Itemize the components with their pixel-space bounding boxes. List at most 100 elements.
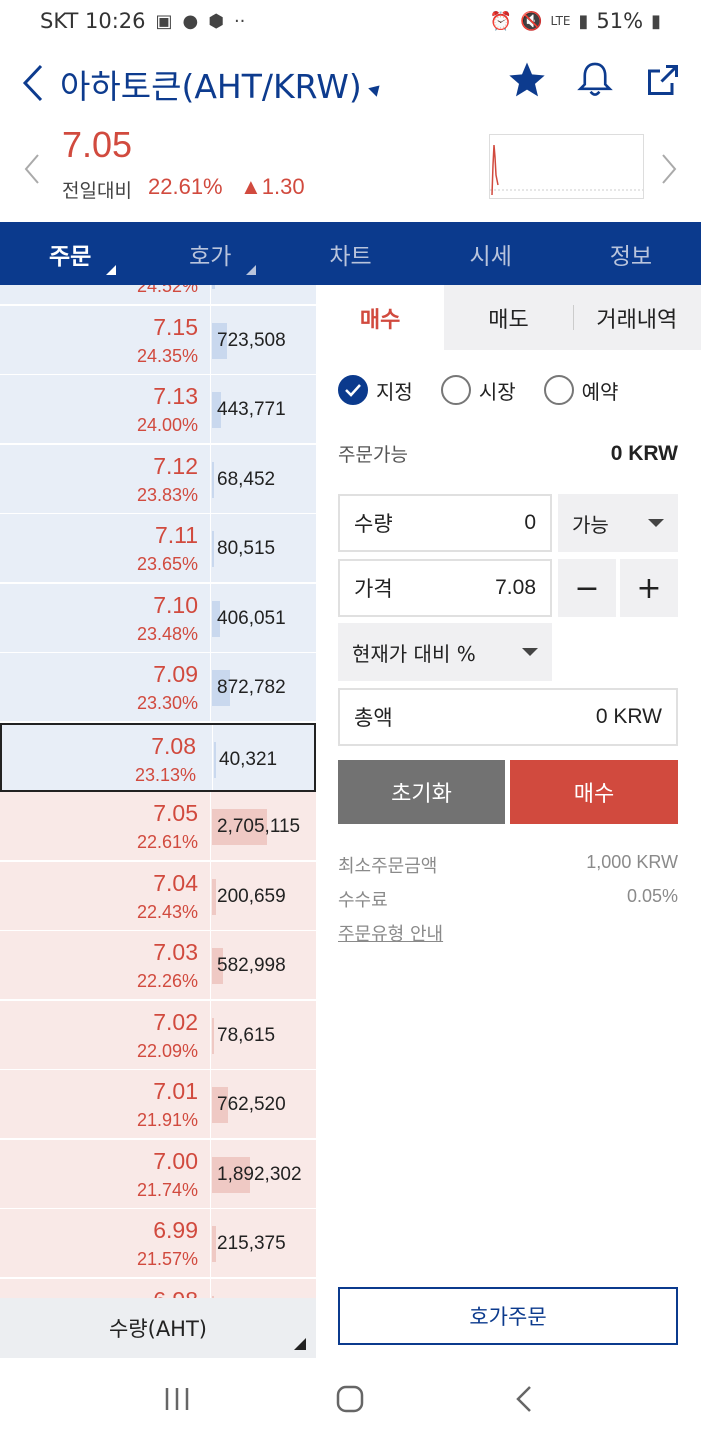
carrier-time: SKT 10:26	[40, 9, 146, 33]
order-type-market[interactable]: 시장	[440, 375, 516, 405]
orderbook-bid-row[interactable]: 7.05 22.61% 2,705,115	[0, 792, 316, 861]
orderbook-bid-row[interactable]: 6.99 21.57% 215,375	[0, 1209, 316, 1278]
tab-order[interactable]: 주문	[0, 222, 140, 285]
back-arrow-icon	[22, 64, 43, 102]
tab-quote[interactable]: 호가	[140, 222, 280, 285]
system-back-button[interactable]	[499, 1374, 549, 1424]
orderbook-bid-row[interactable]: 6.98	[0, 1278, 316, 1298]
orderbook-price: 7.01	[153, 1078, 198, 1104]
price-label: 가격	[354, 577, 393, 601]
orderbook-quantity: 1,892,302	[217, 1163, 302, 1185]
alarm-button[interactable]	[575, 60, 615, 100]
volume-bar	[212, 878, 216, 915]
orderbook-divider	[210, 1278, 211, 1298]
min-order-row: 최소주문금액 1,000 KRW	[338, 852, 678, 878]
orderbook-ask-row[interactable]: 7.08 23.13% 40,321	[0, 722, 316, 792]
quantity-label: 수량	[354, 512, 393, 536]
tab-market-label: 시세	[469, 243, 512, 270]
orderbook-ask-row[interactable]: 7.11 23.65% 80,515	[0, 514, 316, 583]
tab-corner-marker	[106, 265, 117, 275]
favorite-button[interactable]	[507, 60, 547, 100]
chat-icon: ●	[182, 10, 199, 32]
price-increase-button[interactable]: +	[620, 559, 678, 617]
orderbook-unit-selector[interactable]: 수량(AHT)	[0, 1298, 316, 1358]
chevron-right-icon	[662, 154, 677, 184]
battery-percent: 51%	[596, 9, 644, 33]
orderbook-bid-row[interactable]: 7.03 22.26% 582,998	[0, 931, 316, 1000]
order-side-tabs: 매수 매도 거래내역	[316, 285, 701, 350]
coin-selector[interactable]: 아하토큰(AHT/KRW)	[60, 60, 384, 108]
orderbook-bid-row[interactable]: 7.02 22.09% 78,615	[0, 1000, 316, 1070]
minus-icon: −	[574, 570, 600, 606]
orderbook-divider	[210, 583, 211, 652]
next-coin-button[interactable]	[657, 152, 681, 186]
dropdown-arrow-icon	[522, 648, 538, 656]
lte-label: LTE	[550, 14, 571, 28]
tab-sell[interactable]: 매도	[444, 285, 573, 350]
orderbook-quantity: 40,321	[219, 748, 278, 770]
tab-market[interactable]: 시세	[421, 222, 561, 285]
orderbook-percent: 24.35%	[136, 345, 198, 366]
tab-info[interactable]: 정보	[561, 222, 701, 285]
mini-price-chart[interactable]	[489, 134, 644, 199]
orderbook-quantity: 78,615	[217, 1024, 276, 1046]
orderbook[interactable]: 24.52% 7.15 24.35% 723,508 7.13 24.00% 443,771…	[0, 285, 316, 1298]
tab-info-label: 정보	[609, 243, 653, 270]
orderbook-price: 7.03	[153, 939, 198, 965]
orderbook-price: 6.99	[153, 1217, 198, 1243]
price-summary: 7.05 전일대비 22.61% ▲1.30	[0, 124, 701, 214]
quantity-field[interactable]: 수량 0	[338, 494, 552, 552]
current-price: 7.05	[62, 124, 133, 165]
orderbook-percent: 24.00%	[136, 415, 198, 435]
orderbook-price: 7.05	[153, 800, 198, 826]
home-button[interactable]	[325, 1374, 375, 1424]
quantity-dropdown-label: 가능	[572, 512, 609, 537]
buy-button[interactable]: 매수	[510, 760, 678, 824]
back-button[interactable]	[18, 58, 48, 108]
volume-bar	[212, 392, 221, 428]
tab-history[interactable]: 거래내역	[572, 285, 701, 350]
radio-unchecked-icon	[440, 375, 471, 405]
order-type-reserve[interactable]: 예약	[543, 375, 618, 405]
share-button[interactable]	[643, 60, 683, 100]
orderbook-price: 7.15	[153, 313, 198, 340]
orderbook-divider	[210, 792, 211, 860]
volume-bar	[212, 1156, 250, 1193]
available-value: 0 KRW	[610, 441, 678, 465]
orderbook-price: 7.02	[153, 1008, 198, 1035]
tab-chart[interactable]: 차트	[280, 222, 420, 285]
orderbook-ask-row[interactable]: 7.12 23.83% 68,452	[0, 444, 316, 514]
orderbook-ask-row[interactable]: 7.10 23.48% 406,051	[0, 583, 316, 653]
orderbook-bid-row[interactable]: 7.00 21.74% 1,892,302	[0, 1139, 316, 1209]
orderbook-quantity: 723,508	[217, 329, 286, 351]
orderbook-divider	[212, 724, 213, 790]
quantity-dropdown[interactable]: 가능	[558, 494, 678, 552]
tab-buy[interactable]: 매수	[316, 285, 445, 350]
orderbook-ask-row[interactable]: 7.09 23.30% 872,782	[0, 653, 316, 722]
orderbook-bid-row[interactable]: 7.04 22.43% 200,659	[0, 861, 316, 931]
price-field[interactable]: 가격 7.08	[338, 559, 552, 617]
orderbook-ask-row[interactable]: 24.52%	[0, 285, 316, 305]
dropdown-arrow-icon	[648, 519, 664, 527]
fee-value: 0.05%	[626, 886, 678, 906]
page-title: 아하토큰(AHT/KRW)	[60, 67, 362, 106]
total-field[interactable]: 총액 0 KRW	[338, 688, 678, 746]
order-type-limit[interactable]: 지정	[338, 375, 413, 405]
order-type-guide-link[interactable]: 주문유형 안내	[338, 924, 444, 945]
orderbook-bid-row[interactable]: 7.01 21.91% 762,520	[0, 1070, 316, 1139]
recent-apps-button[interactable]	[152, 1374, 202, 1424]
percent-dropdown[interactable]: 현재가 대비 %	[338, 623, 552, 681]
available-row: 주문가능 0 KRW	[338, 440, 678, 467]
orderbook-percent: 22.09%	[136, 1040, 198, 1061]
prev-coin-button[interactable]	[20, 152, 44, 186]
orderbook-ask-row[interactable]: 7.15 24.35% 723,508	[0, 305, 316, 375]
quote-order-button[interactable]: 호가주문	[338, 1287, 678, 1345]
reset-button[interactable]: 초기화	[338, 760, 505, 824]
order-type-group: 지정 시장 예약	[338, 375, 618, 405]
battery-icon: ▮	[651, 10, 661, 32]
tab-order-label: 주문	[48, 243, 92, 270]
orderbook-ask-row[interactable]: 7.13 24.00% 443,771	[0, 375, 316, 444]
back-chevron-icon	[516, 1386, 532, 1412]
change-percent: 22.61%	[148, 174, 223, 199]
price-decrease-button[interactable]: −	[558, 559, 616, 617]
